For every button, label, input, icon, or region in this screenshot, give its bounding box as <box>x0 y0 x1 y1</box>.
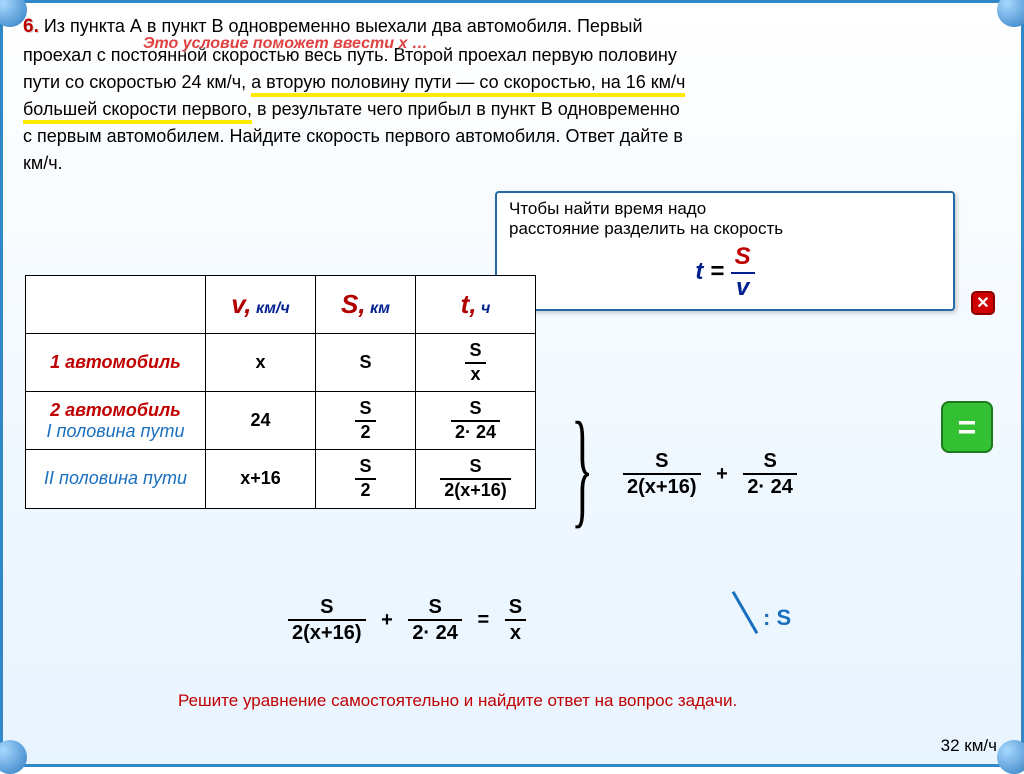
decor-corner <box>997 740 1024 774</box>
equals-badge[interactable]: = <box>941 401 993 453</box>
equals: = <box>703 258 730 285</box>
close-icon[interactable]: ✕ <box>971 291 995 315</box>
problem-line4b: в результате чего прибыл в пункт В однов… <box>252 99 680 119</box>
row-car1-label: 1 автомобиль <box>26 334 206 392</box>
col-s-header: S, км <box>316 276 416 334</box>
cell-v1: x <box>206 334 316 392</box>
bluebox-line1: Чтобы найти время надо <box>509 199 941 219</box>
time-formula-box: Чтобы найти время надо расстояние раздел… <box>495 191 955 311</box>
divide-by-S: : S <box>763 605 791 631</box>
row-car2-half2-label: II половина пути <box>26 450 206 508</box>
cell-s2a: S2 <box>316 392 416 450</box>
decor-corner <box>997 0 1024 27</box>
problem-line3a: пути со скоростью 24 км/ч, <box>23 72 251 92</box>
data-table: v, км/ч S, км t, ч 1 автомобиль x S Sx 2… <box>25 275 536 509</box>
highlighted-phrase: а вторую половину пути — со скоростью, н… <box>251 72 685 97</box>
instruction-text: Решите уравнение самостоятельно и найдит… <box>178 691 737 711</box>
curly-brace-icon: } <box>571 423 593 514</box>
col-v-header: v, км/ч <box>206 276 316 334</box>
problem-line6: км/ч. <box>23 153 63 173</box>
main-equation: S2(x+16) + S2· 24 = Sx <box>288 595 526 645</box>
highlighted-phrase: большей скорости первого, <box>23 99 252 124</box>
row-car2-half1-label: 2 автомобильI половина пути <box>26 392 206 450</box>
cell-s1: S <box>316 334 416 392</box>
bluebox-line2: расстояние разделить на скорость <box>509 219 941 239</box>
answer-text: 32 км/ч <box>941 736 997 756</box>
problem-line5: с первым автомобилем. Найдите скорость п… <box>23 126 683 146</box>
cell-v2b: x+16 <box>206 450 316 508</box>
problem-number: 6. <box>23 16 39 37</box>
col-t-header: t, ч <box>416 276 536 334</box>
cell-s2b: S2 <box>316 450 416 508</box>
var-S: S <box>731 243 755 274</box>
problem-line1: Из пункта А в пункт В одновременно выеха… <box>39 16 643 36</box>
cell-t2a: S2· 24 <box>416 392 536 450</box>
formula-t-eq-s-over-v: t = Sv <box>509 243 941 303</box>
divider-slash <box>732 591 759 634</box>
side-expression: S2(x+16) + S2· 24 <box>623 449 797 499</box>
hint-x: Это условие поможет ввести х … <box>143 35 428 53</box>
cell-t1: Sx <box>416 334 536 392</box>
decor-corner <box>0 740 27 774</box>
cell-t2b: S2(x+16) <box>416 450 536 508</box>
cell-v2a: 24 <box>206 392 316 450</box>
var-v: v <box>731 274 755 303</box>
